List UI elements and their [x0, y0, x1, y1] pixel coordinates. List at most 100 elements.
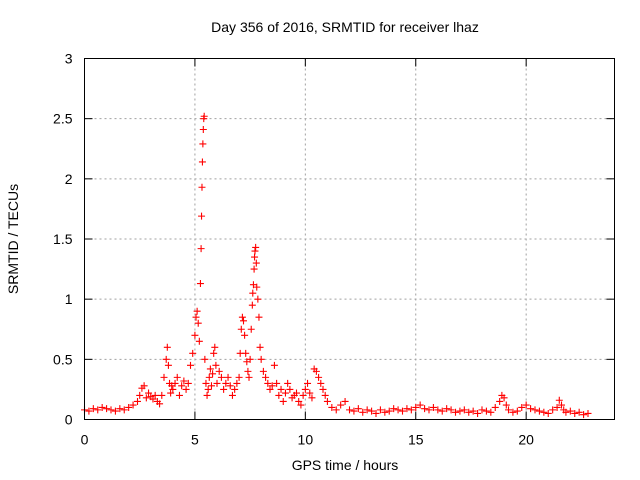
data-point [549, 406, 557, 414]
data-point [224, 373, 232, 381]
data-point [321, 391, 329, 399]
data-point [527, 405, 535, 413]
data-point [264, 379, 272, 387]
data-point [270, 361, 278, 369]
data-point [465, 408, 473, 416]
data-point [164, 361, 172, 369]
data-point [94, 406, 102, 414]
data-point [390, 405, 398, 413]
data-point [434, 406, 442, 414]
data-point [220, 385, 228, 393]
data-point [535, 407, 543, 415]
data-point [301, 385, 309, 393]
data-point [192, 313, 200, 321]
data-point [502, 401, 510, 409]
data-point [136, 391, 144, 399]
data-point [259, 367, 267, 375]
data-point [184, 379, 192, 387]
data-point [134, 397, 141, 405]
data-point [279, 397, 287, 405]
data-point [103, 405, 111, 413]
data-point [107, 406, 115, 414]
data-point [182, 385, 190, 393]
data-point [482, 407, 490, 415]
data-point [217, 373, 225, 381]
data-point [262, 373, 270, 381]
data-point [98, 403, 106, 411]
data-point [203, 391, 211, 399]
data-point [205, 373, 213, 381]
data-point [304, 379, 312, 387]
data-point [337, 401, 345, 409]
data-point [180, 377, 188, 385]
data-point [255, 313, 263, 321]
data-point [200, 112, 208, 120]
data-point [149, 395, 157, 403]
data-point [156, 400, 164, 408]
data-point [323, 397, 331, 405]
data-point [575, 408, 583, 416]
data-point [447, 406, 455, 414]
data-point [241, 331, 249, 339]
data-point [201, 355, 209, 363]
data-point [421, 405, 429, 413]
data-point [429, 403, 437, 411]
data-point [474, 409, 482, 417]
data-point [359, 408, 367, 416]
x-tick-label: 10 [298, 432, 314, 448]
data-point [277, 385, 285, 393]
data-point [372, 409, 380, 417]
data-point [381, 408, 389, 416]
data-point [509, 408, 517, 416]
data-point [240, 317, 247, 325]
y-tick-label: 1.5 [53, 231, 73, 247]
data-point [425, 406, 433, 414]
data-point [171, 379, 179, 387]
data-point [328, 403, 336, 411]
data-point [235, 373, 243, 381]
data-point [438, 407, 446, 415]
data-point [341, 397, 349, 405]
data-point [491, 403, 499, 411]
data-point [89, 405, 97, 413]
y-tick-labels: 0 0.5 1 1.5 2 2.5 3 [53, 51, 73, 428]
x-tick-labels: 0 5 10 15 20 [81, 432, 535, 448]
data-point [443, 405, 451, 413]
data-point [195, 337, 203, 345]
x-tick-label: 20 [518, 432, 534, 448]
data-point [332, 406, 340, 414]
data-point [299, 391, 307, 399]
data-point [385, 407, 393, 415]
data-point [555, 396, 563, 404]
data-point [140, 382, 148, 390]
data-point [553, 403, 561, 411]
data-point [197, 245, 205, 253]
data-point [212, 361, 220, 369]
data-point [297, 401, 305, 409]
data-markers [81, 112, 592, 419]
data-point [196, 280, 204, 288]
data-point [376, 406, 384, 414]
data-point [252, 243, 260, 251]
data-point [295, 397, 303, 405]
data-point [125, 403, 133, 411]
data-point [120, 406, 128, 414]
data-point [198, 212, 206, 220]
data-point [233, 379, 241, 387]
data-point [244, 367, 252, 375]
data-point [237, 325, 245, 333]
y-tick-label: 0 [65, 412, 73, 428]
data-point [251, 247, 259, 255]
data-point [412, 403, 420, 411]
data-point [407, 406, 415, 414]
data-point [178, 382, 186, 390]
data-point [306, 389, 314, 397]
data-point [558, 401, 565, 409]
data-point [496, 397, 504, 405]
data-point [142, 394, 150, 402]
data-point [317, 379, 325, 387]
data-point [363, 406, 371, 414]
y-tick-label: 2.5 [53, 111, 73, 127]
data-point [231, 385, 239, 393]
data-point [580, 411, 588, 419]
